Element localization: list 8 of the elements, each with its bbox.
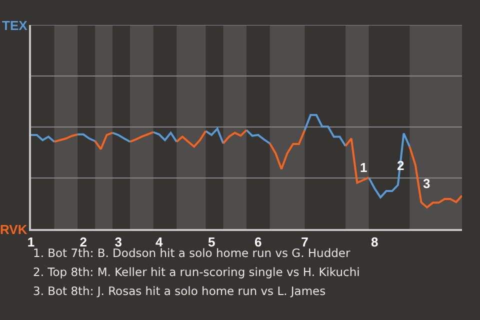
annotation: 1 (360, 160, 368, 175)
text: 2. Top 8th: M. Keller hit a run-scoring single vs H. Kikuchi (33, 265, 360, 279)
annotation: 3 (423, 176, 430, 191)
x-tick-label: 1 (27, 234, 35, 250)
text: 3. Bot 8th: J. Rosas hit a solo home run vs L. James (33, 284, 326, 298)
x-tick-label: 8 (371, 234, 378, 250)
text: RVK (0, 222, 28, 237)
text: TEX (2, 18, 28, 33)
